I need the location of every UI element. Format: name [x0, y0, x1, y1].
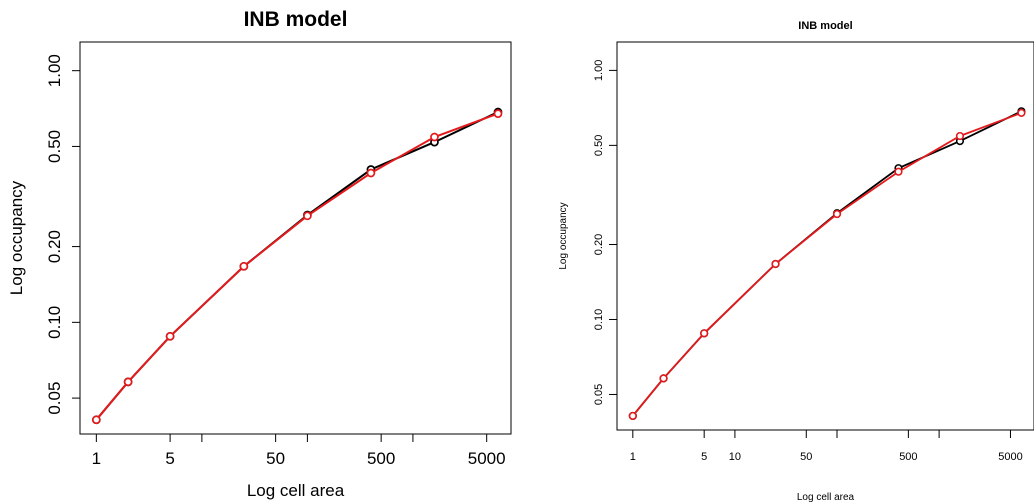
series-2	[628, 108, 1026, 421]
x-tick-label: 500	[899, 451, 917, 463]
data-point	[700, 329, 709, 338]
series-line	[95, 111, 499, 421]
y-tick-label: 0.50	[593, 135, 605, 156]
x-tick-label: 1	[630, 451, 636, 463]
series-1	[91, 107, 503, 425]
data-point	[303, 211, 312, 221]
y-tick-label: 0.05	[45, 382, 64, 415]
data-point	[165, 331, 175, 341]
y-axis-label: Log occupancy	[558, 202, 569, 269]
x-axis-label: Log cell area	[797, 492, 855, 503]
x-axis-label: Log cell area	[247, 481, 345, 500]
x-tick-label: 5000	[468, 449, 506, 468]
data-point	[771, 259, 780, 269]
series-line	[95, 112, 499, 421]
data-point	[659, 374, 668, 383]
data-point	[239, 261, 249, 271]
chart-title: INB model	[798, 20, 852, 32]
y-tick-label: 0.10	[45, 306, 64, 339]
series-2	[91, 109, 503, 425]
x-tick-label: 50	[266, 449, 285, 468]
y-tick-label: 1.00	[45, 54, 64, 87]
chart-panel-1: INB model Log cell area Log occupancy 1 5 50 5…	[7, 8, 512, 500]
data-point	[123, 377, 133, 387]
series-1	[628, 107, 1026, 421]
data-point	[366, 168, 376, 178]
y-tick-label: 0.20	[45, 230, 64, 263]
chart-title: INB model	[244, 8, 348, 31]
series-line	[632, 110, 1022, 417]
data-point	[430, 132, 439, 142]
y-tick-label: 0.10	[593, 309, 605, 330]
x-tick-label: 1	[92, 449, 101, 468]
x-tick-label: 500	[367, 449, 395, 468]
x-tick-label: 10	[729, 451, 741, 463]
data-point	[91, 415, 101, 425]
x-tick-label: 5	[701, 451, 707, 463]
x-tick-label: 5000	[998, 451, 1022, 463]
data-point	[628, 411, 637, 421]
plot-frame	[79, 41, 512, 435]
y-tick-label: 0.05	[593, 384, 605, 405]
data-point	[1017, 108, 1026, 118]
x-tick-label: 5	[165, 449, 174, 468]
data-point	[832, 209, 842, 219]
x-tick-label: 50	[800, 451, 812, 463]
data-point	[493, 109, 503, 118]
y-axis-label: Log occupancy	[7, 180, 26, 295]
plot-frame	[616, 41, 1034, 431]
y-tick-label: 0.50	[45, 130, 64, 163]
y-tick-label: 1.00	[593, 60, 605, 81]
series-line	[632, 112, 1022, 417]
data-point	[894, 167, 903, 176]
data-point	[955, 131, 965, 141]
y-tick-label: 0.20	[593, 234, 605, 255]
